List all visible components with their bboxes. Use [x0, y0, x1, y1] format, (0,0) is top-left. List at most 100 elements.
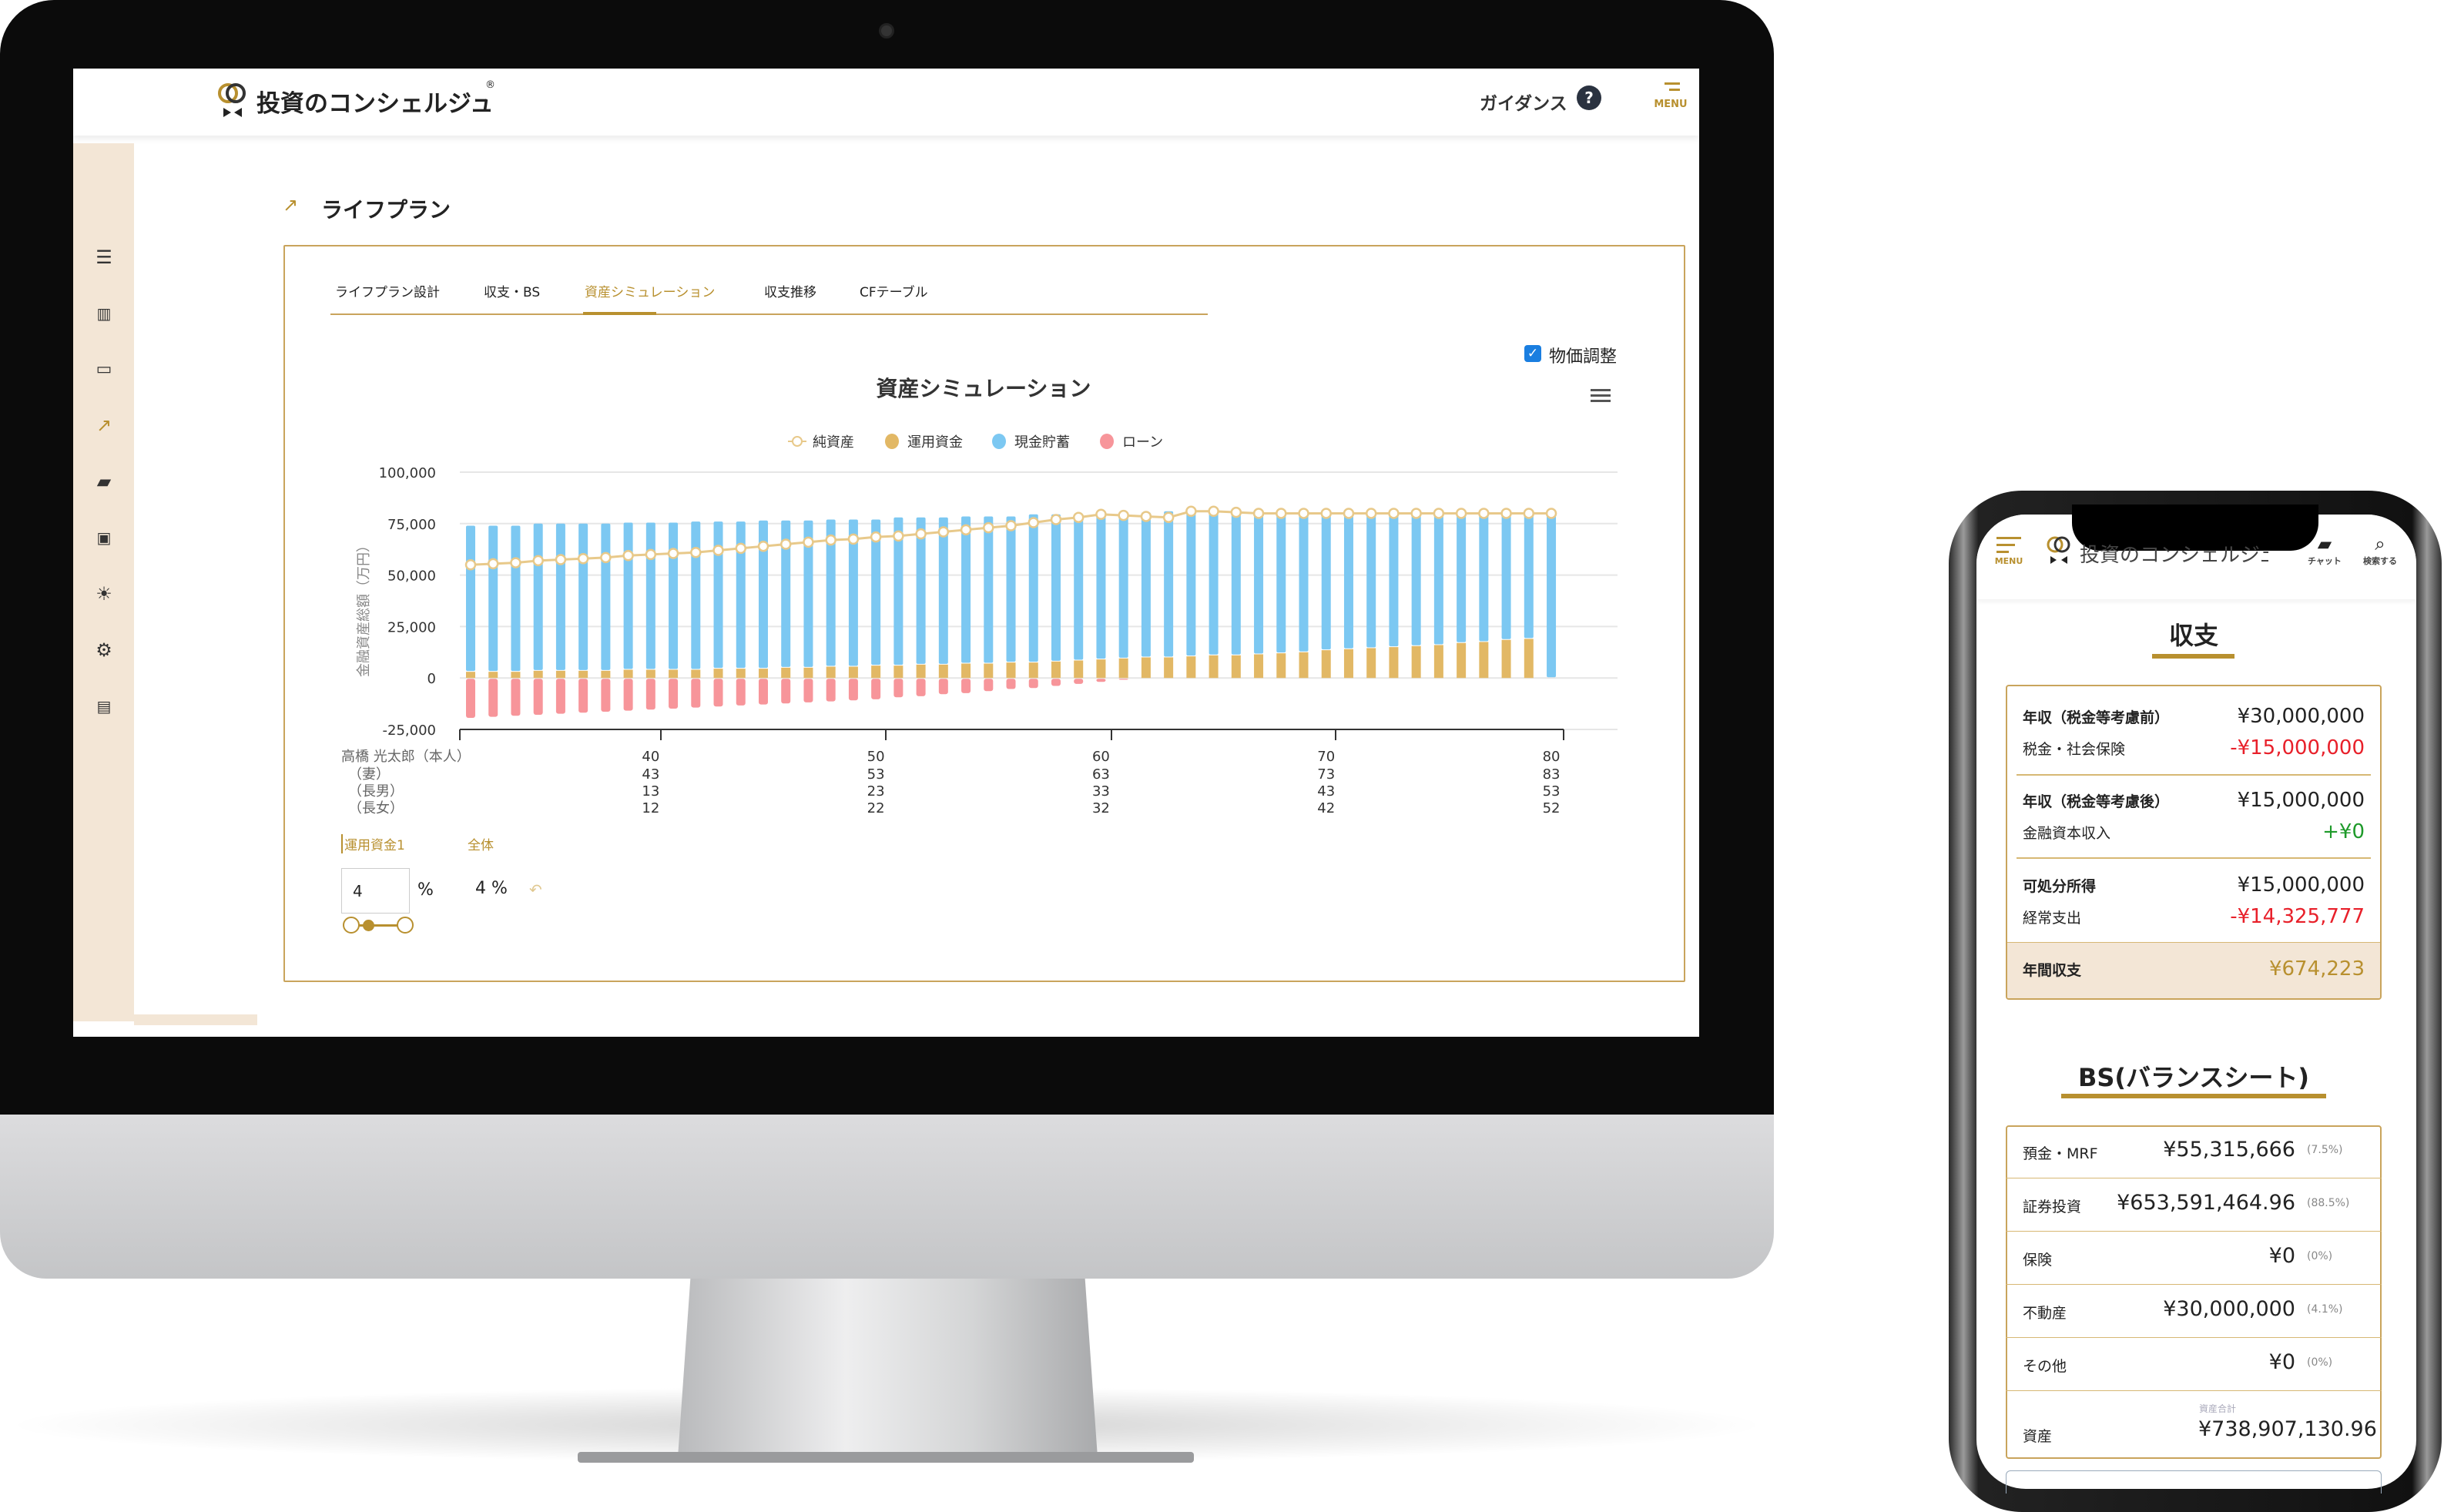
bar-operating-fund — [1209, 655, 1219, 679]
bs-label: 不動産 — [2023, 1305, 2067, 1322]
net-assets-point — [487, 558, 499, 570]
chat-icon: ▰ — [2317, 533, 2332, 555]
bar-operating-fund — [1366, 648, 1376, 679]
help-icon[interactable]: ? — [1577, 85, 1601, 110]
bar-operating-fund — [984, 663, 994, 679]
bs-percent: (88.5%) — [2307, 1197, 2350, 1209]
bs-row: 不動産 ¥30,000,000 (4.1%) — [2006, 1285, 2382, 1338]
bar-operating-fund — [533, 670, 543, 679]
chart-menu-icon[interactable] — [1591, 386, 1611, 405]
chat-label: チャット — [2308, 556, 2342, 566]
income-title: 収支 — [2168, 621, 2218, 650]
x-tick-label: 43 — [642, 766, 659, 783]
tab-lifeplan-design[interactable]: ライフプラン設計 — [335, 285, 440, 300]
bar-cash-savings — [669, 522, 679, 669]
card-icon[interactable]: ▭ — [96, 360, 112, 379]
bar-loan — [466, 679, 475, 718]
bar-operating-fund — [758, 669, 768, 679]
net-assets-point — [1230, 506, 1242, 518]
gear-icon[interactable]: ⚙ — [96, 639, 112, 661]
legend-label: 現金貯蓄 — [1014, 434, 1070, 451]
search-icon: ⌕ — [2375, 533, 2385, 555]
tab-cf-table[interactable]: CFテーブル — [860, 285, 928, 300]
net-assets-point — [735, 542, 747, 555]
bar-cash-savings — [893, 517, 904, 665]
menu-button[interactable]: MENU — [1652, 82, 1689, 121]
x-tick-label: 70 — [1317, 749, 1335, 765]
bar-operating-fund — [871, 665, 881, 679]
bar-cash-savings — [1141, 512, 1151, 657]
bar-operating-fund — [848, 666, 858, 679]
y-axis-label: 金融資産総額（万円） — [356, 538, 372, 677]
document-icon[interactable]: ▤ — [96, 697, 112, 716]
bar-loan — [533, 679, 543, 715]
idea-icon[interactable]: ☀ — [96, 583, 112, 605]
menu-icon[interactable]: ☰ — [96, 246, 112, 268]
guidance-link[interactable]: ガイダンス — [1480, 94, 1567, 114]
search-button[interactable]: ⌕ 検索する — [2355, 533, 2405, 567]
net-assets-point — [937, 526, 950, 538]
bar-cash-savings — [1321, 511, 1331, 650]
net-assets-point — [1276, 508, 1287, 519]
undo-icon[interactable]: ↶ — [529, 880, 542, 899]
net-assets-point — [983, 521, 994, 534]
x-tick-label: 73 — [1317, 766, 1335, 783]
bs-label: 証券投資 — [2023, 1199, 2082, 1215]
net-assets-point — [712, 545, 724, 556]
chart-icon[interactable]: ↗ — [96, 414, 112, 436]
bar-cash-savings — [984, 516, 994, 663]
bar-loan — [555, 679, 565, 714]
tab-income-bs[interactable]: 収支・BS — [484, 285, 541, 300]
bar-loan — [893, 679, 904, 698]
bar-operating-fund — [1164, 657, 1174, 679]
net-assets-point — [1050, 514, 1062, 525]
annual-balance-row — [2007, 942, 2380, 998]
bar-operating-fund — [1433, 645, 1443, 679]
bar-operating-fund — [938, 664, 948, 679]
bar-operating-fund — [1276, 653, 1286, 679]
net-assets-point — [803, 536, 814, 548]
slider-right-icon[interactable] — [397, 917, 414, 934]
bar-cash-savings — [1051, 514, 1061, 661]
contact-icon[interactable]: ▣ — [96, 528, 112, 547]
bar-loan — [803, 679, 813, 702]
bs-value: ¥653,591,464.96 — [2117, 1191, 2295, 1215]
search-label: 検索する — [2363, 556, 2397, 566]
active-tab-indicator — [583, 312, 656, 315]
bs-percent: (4.1%) — [2307, 1303, 2343, 1316]
tab-asset-simulation[interactable]: 資産シミュレーション — [585, 285, 716, 300]
chat-button[interactable]: ▰ チャット — [2303, 533, 2346, 567]
y-tick-label: 0 — [427, 671, 436, 687]
bar-operating-fund — [1479, 642, 1489, 679]
income-title-underline — [2152, 654, 2234, 659]
bar-cash-savings — [1118, 512, 1128, 658]
bar-operating-fund — [1096, 659, 1106, 679]
bar-cash-savings — [1209, 511, 1219, 655]
monitor-stand — [678, 1279, 1098, 1457]
bar-operating-fund — [1006, 662, 1016, 679]
bar-cash-savings — [1028, 514, 1038, 662]
net-assets-point — [464, 558, 477, 571]
slider-handle[interactable] — [363, 920, 374, 931]
all-tab[interactable]: 全体 — [468, 838, 494, 853]
net-assets-point — [667, 548, 679, 559]
rate-input[interactable]: 4 — [341, 868, 410, 914]
tab-income-trend[interactable]: 収支推移 — [764, 285, 816, 300]
bar-operating-fund — [669, 669, 679, 679]
rate-slider[interactable] — [343, 917, 415, 935]
report-icon[interactable]: ▥ — [96, 304, 112, 323]
desktop-screen: 投資のコンシェルジュ ® ガイダンス ? MENU ☰ ▥ ▭ ↗ ▰ ▣ ☀ … — [73, 69, 1699, 1037]
x-row-label: 高橋 光太郎（本人） — [341, 749, 471, 765]
net-assets-point — [622, 549, 634, 562]
net-assets-point — [1185, 505, 1197, 518]
price-adjust-checkbox[interactable]: ✓ — [1524, 345, 1541, 362]
x-tick-label: 23 — [867, 783, 885, 800]
fund1-tab[interactable]: 運用資金1 — [341, 834, 405, 853]
bar-operating-fund — [916, 664, 926, 679]
bar-loan — [488, 679, 498, 717]
mobile-menu-button[interactable]: MENU — [1993, 537, 2024, 566]
net-assets-point — [600, 551, 612, 564]
legend-marker — [992, 434, 1006, 449]
x-tick-label: 60 — [1092, 749, 1110, 765]
chat-icon[interactable]: ▰ — [96, 471, 112, 492]
